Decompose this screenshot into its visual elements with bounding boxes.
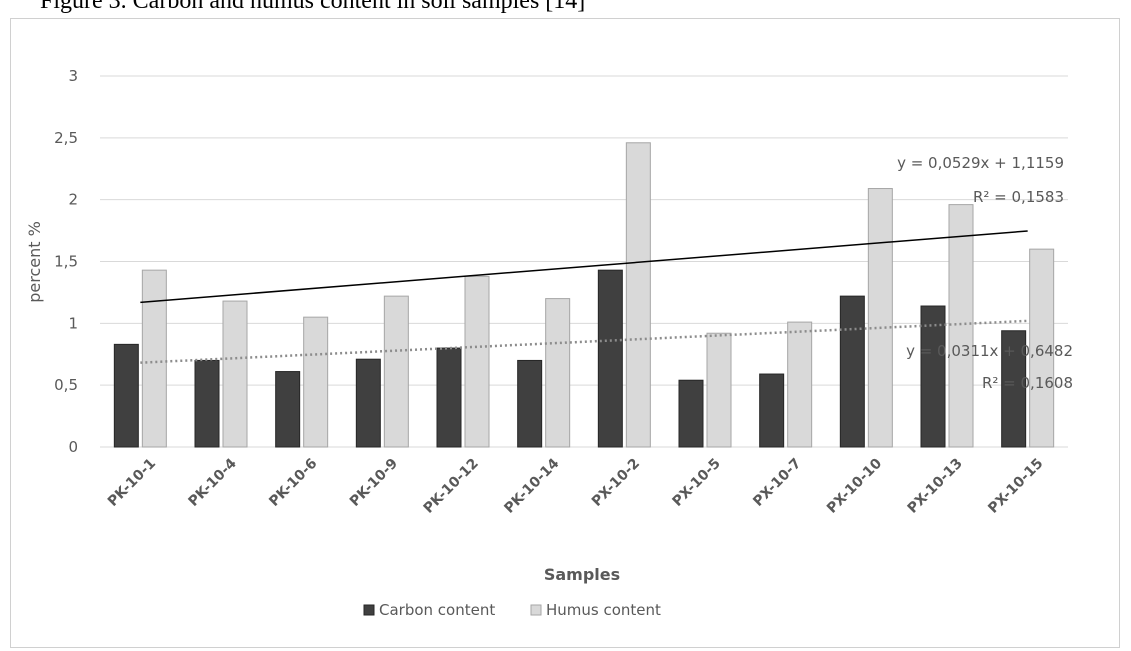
bar-humus-content: [706, 332, 732, 448]
legend-swatch-humus: [530, 604, 542, 616]
bar-humus-content: [464, 275, 490, 448]
trendline-equation-humus: y = 0,0529x + 1,1159: [897, 154, 1064, 172]
chart-frame: [10, 18, 1120, 648]
y-tick-label: 0,5: [54, 376, 78, 394]
x-tick-label: PX-10-13: [905, 456, 966, 517]
x-axis-title: Samples: [544, 565, 620, 584]
bar-humus-content: [141, 269, 167, 448]
trendline-equations: y = 0,0529x + 1,1159 R² = 0,1583 y = 0,031…: [897, 154, 1073, 392]
x-tick-label: PK-10-14: [501, 455, 562, 516]
trendline-r2-humus: R² = 0,1583: [973, 188, 1064, 206]
gridlines: [100, 75, 1068, 448]
trendlines: [140, 230, 1028, 364]
bar-carbon-content: [194, 359, 220, 448]
x-tick-label: PX-10-10: [824, 455, 885, 516]
x-tick-label: PX-10-5: [670, 456, 724, 510]
y-tick-label: 2: [68, 191, 78, 209]
figure-caption: Figure 3. Carbon and humus content in so…: [0, 0, 1131, 14]
y-tick-label: 3: [68, 67, 78, 85]
bar-carbon-content: [1001, 330, 1027, 448]
x-tick-label: PK-10-6: [266, 456, 320, 510]
bar-humus-content: [222, 300, 248, 448]
bar-carbon-content: [436, 347, 462, 448]
trendline-equation-carbon: y = 0,0311x + 0,6482: [906, 342, 1073, 360]
bar-carbon-content: [275, 371, 301, 448]
bar-humus-content: [303, 316, 329, 448]
bar-humus-content: [787, 321, 813, 448]
bar-humus-content: [948, 204, 974, 448]
legend: Carbon content Humus content: [363, 601, 661, 619]
trendline-carbon-content: [140, 319, 1028, 364]
bar-carbon-content: [597, 269, 623, 448]
y-tick-label: 1: [68, 314, 78, 332]
bars: [113, 142, 1055, 448]
y-axis-ticks: 0 0,5 1 1,5 2 2,5 3: [54, 67, 78, 456]
bar-humus-content: [625, 142, 651, 448]
trendline-r2-carbon: R² = 0,1608: [982, 374, 1073, 392]
x-tick-label: PK-10-4: [186, 455, 240, 509]
legend-label-humus: Humus content: [546, 601, 661, 619]
x-axis-ticks: PK-10-1 PK-10-4 PK-10-6 PK-10-9 PK-10-12 PK-1…: [105, 455, 1047, 516]
legend-label-carbon: Carbon content: [379, 601, 495, 619]
legend-swatch-carbon: [363, 604, 375, 616]
y-axis-title: percent %: [25, 221, 44, 303]
trendline-humus-content: [140, 230, 1028, 304]
bar-humus-content: [545, 298, 571, 448]
bar-carbon-content: [113, 343, 139, 448]
x-tick-label: PK-10-1: [105, 456, 159, 510]
bar-carbon-content: [759, 373, 785, 448]
bar-humus-content: [1029, 248, 1055, 448]
bar-humus-content: [867, 188, 893, 448]
x-tick-label: PX-10-2: [589, 456, 643, 510]
bar-carbon-content: [355, 358, 381, 448]
x-tick-label: PK-10-9: [347, 456, 401, 510]
y-tick-label: 1,5: [54, 253, 78, 271]
x-tick-label: PK-10-12: [421, 456, 482, 517]
bar-carbon-content: [920, 305, 946, 448]
bar-humus-content: [383, 295, 409, 448]
y-tick-label: 0: [68, 438, 78, 456]
x-tick-label: PX-10-7: [750, 456, 804, 510]
x-tick-label: PX-10-15: [985, 456, 1046, 517]
y-tick-label: 2,5: [54, 129, 78, 147]
bar-carbon-content: [839, 295, 865, 448]
bar-carbon-content: [517, 359, 543, 448]
figure-caption-text: Figure 3. Carbon and humus content in so…: [40, 0, 586, 14]
bar-carbon-content: [678, 379, 704, 448]
